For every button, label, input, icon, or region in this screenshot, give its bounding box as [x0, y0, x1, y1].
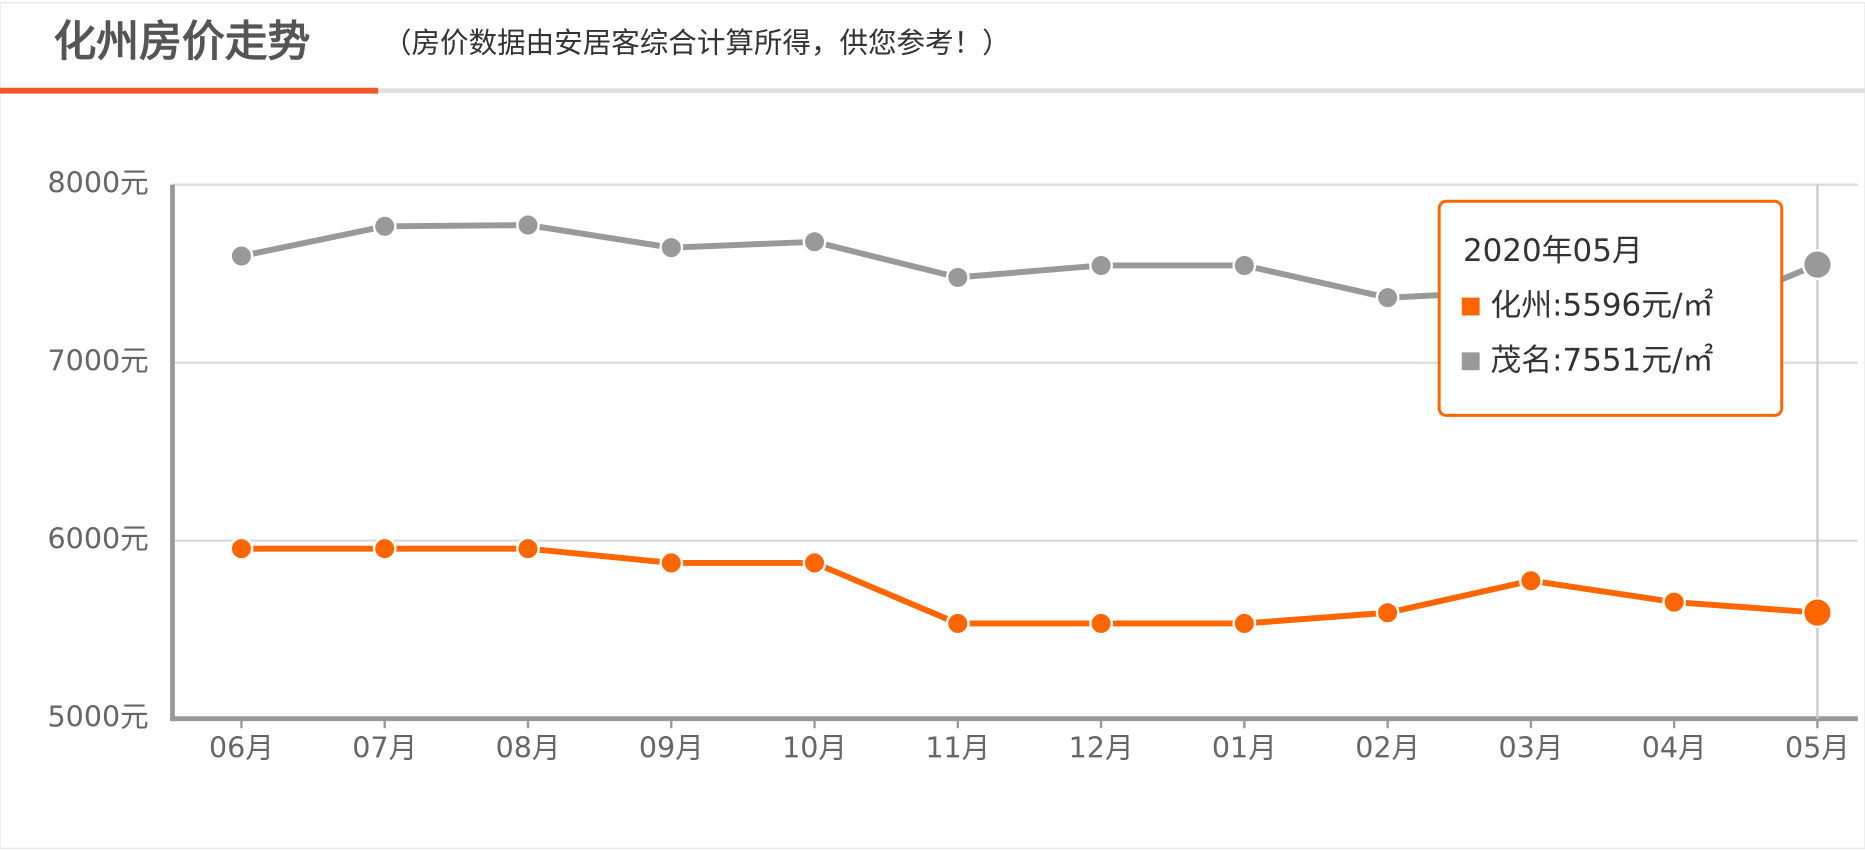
x-tick-label: 07月: [352, 732, 417, 765]
data-point[interactable]: [1232, 611, 1257, 636]
x-tick-label: 05月: [1785, 732, 1850, 765]
tooltip-swatch: [1461, 352, 1480, 371]
tooltip-entry: 茂名:7551元/㎡: [1490, 342, 1713, 378]
data-point[interactable]: [1518, 568, 1543, 593]
x-tick-label: 06月: [209, 732, 274, 765]
data-point[interactable]: [229, 244, 254, 268]
y-tick-label: 5000元: [48, 701, 149, 734]
data-point[interactable]: [659, 235, 684, 260]
x-tick-label: 11月: [925, 732, 990, 765]
x-tick-label: 10月: [782, 732, 847, 765]
data-point[interactable]: [229, 536, 254, 561]
tooltip-entry: 化州:5596元/㎡: [1490, 288, 1713, 324]
page-subtitle: （房价数据由安居客综合计算所得，供您参考！）: [383, 26, 1011, 59]
data-point[interactable]: [372, 536, 397, 561]
data-point[interactable]: [1662, 590, 1687, 614]
data-point[interactable]: [1375, 285, 1400, 310]
data-point[interactable]: [659, 551, 684, 575]
y-tick-label: 8000元: [48, 167, 149, 200]
data-point[interactable]: [516, 536, 540, 561]
data-point[interactable]: [516, 213, 540, 237]
data-point[interactable]: [802, 551, 827, 575]
x-tick-label: 08月: [496, 732, 561, 765]
data-point[interactable]: [1089, 253, 1113, 278]
data-point[interactable]: [945, 265, 970, 290]
x-tick-label: 02月: [1355, 732, 1420, 765]
data-point[interactable]: [1232, 253, 1257, 278]
y-tick-label: 7000元: [48, 345, 149, 378]
tooltip-swatch: [1461, 297, 1480, 316]
data-point[interactable]: [1089, 611, 1113, 636]
data-point[interactable]: [372, 214, 397, 239]
data-point[interactable]: [1375, 600, 1400, 625]
tooltip-box: [1437, 199, 1784, 417]
data-point[interactable]: [1801, 249, 1833, 281]
y-tick-label: 6000元: [48, 523, 149, 556]
x-tick-label: 12月: [1069, 732, 1134, 765]
data-point[interactable]: [1801, 597, 1833, 629]
data-point[interactable]: [945, 611, 970, 636]
tooltip-title: 2020年05月: [1463, 233, 1643, 269]
x-tick-label: 04月: [1642, 732, 1707, 765]
x-tick-label: 01月: [1212, 732, 1277, 765]
page-title: 化州房价走势: [54, 17, 311, 67]
data-point[interactable]: [802, 229, 827, 254]
x-tick-label: 03月: [1498, 732, 1563, 765]
series-line: [241, 545, 1818, 627]
x-tick-label: 09月: [639, 732, 704, 765]
